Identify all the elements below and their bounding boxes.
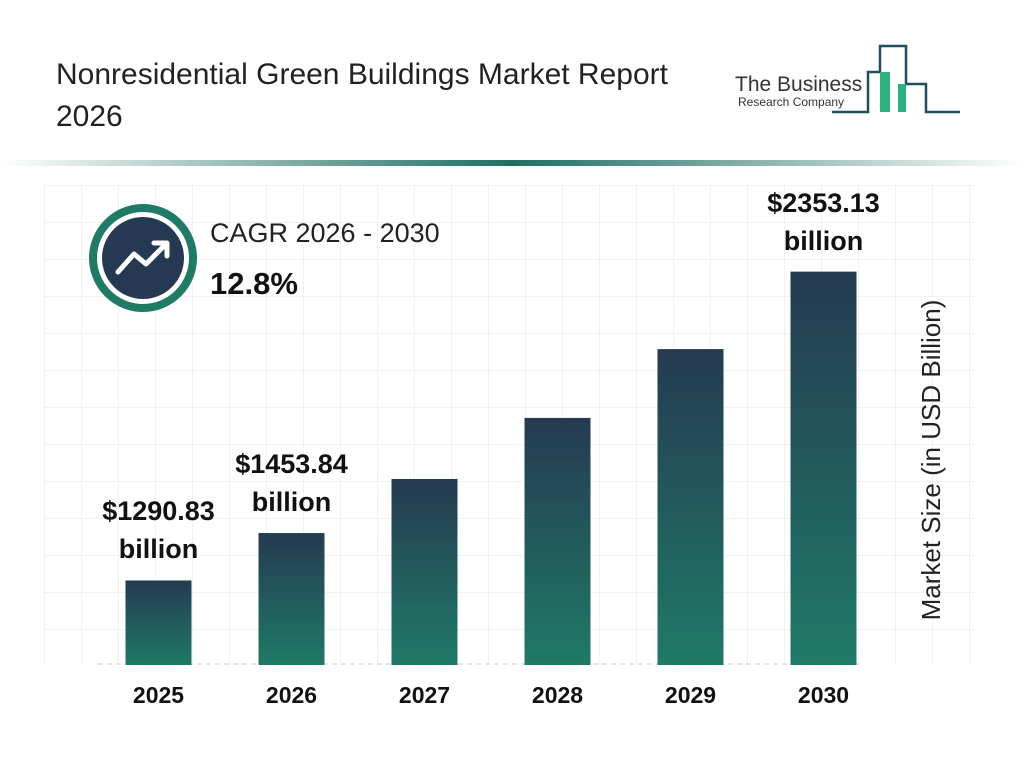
bar	[125, 580, 192, 665]
bar	[524, 417, 591, 665]
x-tick-label: 2027	[399, 682, 450, 708]
bar	[790, 271, 857, 665]
bar	[391, 478, 458, 665]
bar	[258, 533, 325, 665]
x-tick-label: 2030	[798, 682, 849, 708]
x-tick-label: 2026	[266, 682, 317, 708]
cagr-value: 12.8%	[210, 266, 298, 301]
cagr-icon	[89, 204, 197, 312]
value-label: $2353.13 billion	[767, 187, 880, 256]
x-tick-label: 2029	[665, 682, 716, 708]
value-label: $1290.83 billion	[102, 496, 215, 565]
chart-title: Nonresidential Green Buildings Market Re…	[56, 58, 668, 133]
y-axis-label: Market Size (in USD Billion)	[916, 300, 946, 621]
logo	[832, 44, 960, 114]
x-tick-label: 2025	[133, 682, 184, 708]
brand-subtitle: Research Company	[738, 95, 845, 109]
value-label: $1453.84 billion	[235, 449, 348, 518]
x-tick-label: 2028	[532, 682, 583, 708]
bar	[657, 349, 724, 665]
cagr-label: CAGR 2026 - 2030	[210, 218, 440, 248]
brand-name: The Business	[735, 73, 863, 96]
divider	[0, 160, 1024, 166]
